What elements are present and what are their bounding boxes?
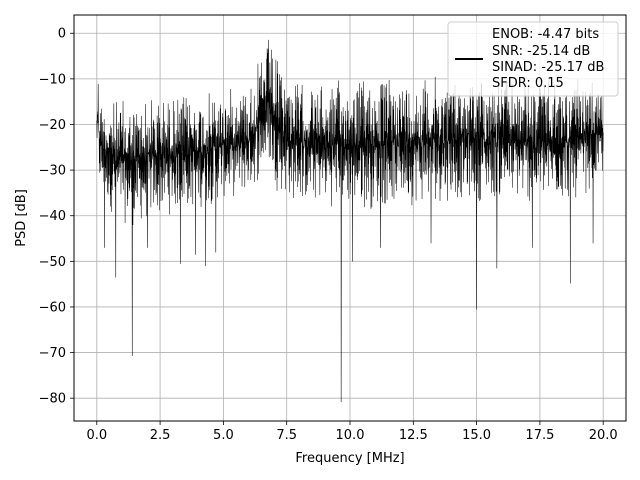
- series-layer: [96, 39, 604, 403]
- x-tick-label: 17.5: [525, 428, 554, 443]
- y-tick-label: 0: [58, 27, 66, 42]
- x-tick-label: 0.0: [86, 428, 107, 443]
- y-tick-label: −20: [39, 118, 66, 133]
- legend-sinad: SINAD: -25.17 dB: [492, 60, 604, 75]
- x-tick-label: 5.0: [213, 428, 234, 443]
- legend-enob: ENOB: -4.47 bits: [492, 27, 599, 42]
- y-tick-label: −10: [39, 72, 66, 87]
- y-tick-label: −30: [39, 164, 66, 179]
- x-tick-label: 2.5: [150, 428, 171, 443]
- legend: ENOB: -4.47 bits SNR: -25.14 dB SINAD: -…: [447, 21, 619, 97]
- legend-box: [447, 21, 619, 97]
- y-tick-label: −70: [39, 346, 66, 361]
- x-tick-label: 15.0: [462, 428, 491, 443]
- y-tick-label: −60: [39, 300, 66, 315]
- y-axis-ticks: 0 −10 −20 −30 −40 −50 −60 −70 −80: [39, 27, 74, 407]
- x-tick-label: 7.5: [276, 428, 297, 443]
- y-axis-label: PSD [dB]: [14, 189, 29, 247]
- x-tick-label: 20.0: [589, 428, 618, 443]
- legend-snr: SNR: -25.14 dB: [492, 44, 590, 59]
- y-tick-label: −50: [39, 255, 66, 270]
- legend-sfdr: SFDR: 0.15: [492, 76, 564, 91]
- x-axis-ticks: 0.0 2.5 5.0 7.5 10.0 12.5 15.0 17.5 20.0: [86, 421, 618, 443]
- y-tick-label: −40: [39, 209, 66, 224]
- psd-series-line: [96, 39, 604, 403]
- y-tick-label: −80: [39, 392, 66, 407]
- x-axis-label: Frequency [MHz]: [295, 451, 404, 466]
- x-tick-label: 12.5: [399, 428, 428, 443]
- x-tick-label: 10.0: [336, 428, 365, 443]
